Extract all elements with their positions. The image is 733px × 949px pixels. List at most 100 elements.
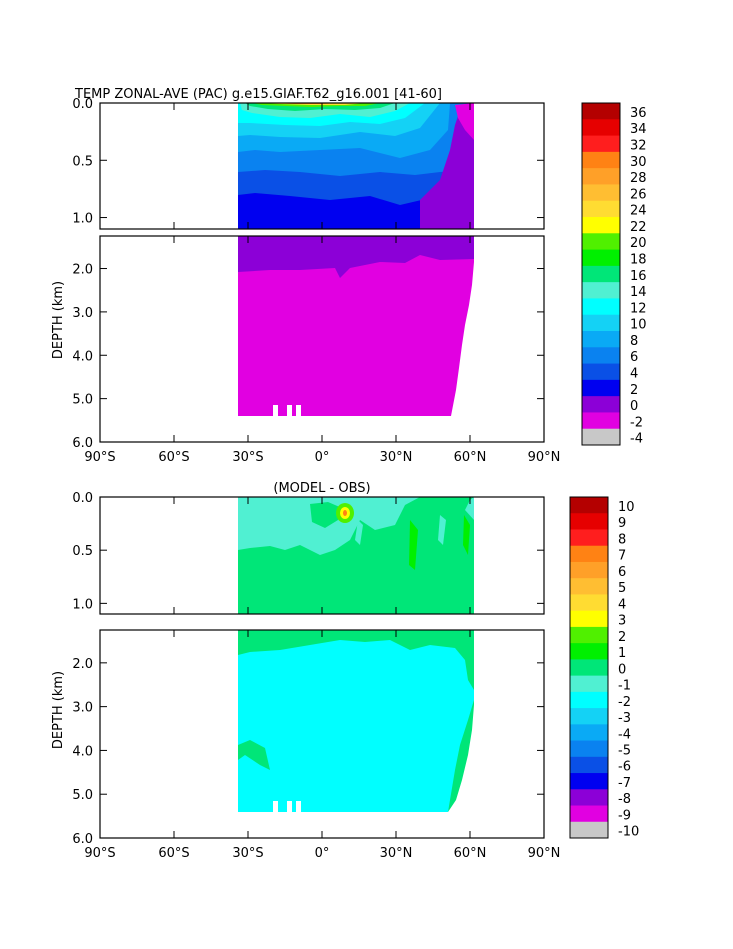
colorbar-swatch — [570, 545, 608, 563]
y-tick-label: 1.0 — [72, 212, 93, 227]
colorbar-swatch — [570, 724, 608, 742]
colorbar-label: 12 — [630, 301, 647, 316]
colorbar-label: 26 — [630, 187, 647, 202]
x-tick-label: 60°N — [454, 846, 487, 861]
colorbar-label: -2 — [618, 695, 631, 710]
colorbar-label: -1 — [618, 679, 631, 694]
colorbar-label: -6 — [618, 760, 631, 775]
colorbar-swatch — [570, 610, 608, 628]
colorbar-label: 30 — [630, 155, 647, 170]
x-tick-label: 0° — [315, 846, 330, 861]
y-tick-label: 3.0 — [72, 306, 93, 321]
y-tick-label: 4.0 — [72, 744, 93, 759]
colorbar-swatch — [582, 298, 620, 316]
colorbar-label: -9 — [618, 808, 631, 823]
colorbar-label: 36 — [630, 106, 647, 121]
y-tick-label: 3.0 — [72, 701, 93, 716]
colorbar-label: 8 — [630, 334, 638, 349]
colorbar-label: -7 — [618, 776, 631, 791]
y-tick-label: 0.0 — [72, 491, 93, 506]
colorbar-label: -3 — [618, 711, 631, 726]
colorbar-label: 7 — [618, 549, 626, 564]
colorbar-label: -4 — [618, 727, 631, 742]
colorbar-swatch — [570, 756, 608, 774]
x-tick-label: 90°S — [84, 846, 115, 861]
y-ticks-lower: 2.0 3.0 4.0 5.0 6.0 — [72, 263, 544, 451]
upper-temperature-field — [238, 103, 474, 229]
colorbar-label: 9 — [618, 516, 626, 531]
colorbar-label: 10 — [618, 500, 635, 515]
x-tick-label: 90°S — [84, 450, 115, 465]
colorbar-swatch — [582, 233, 620, 251]
colorbar-swatch — [570, 773, 608, 790]
colorbar-label: 28 — [630, 171, 647, 186]
colorbar-swatch — [570, 708, 608, 725]
colorbar-swatch — [582, 265, 620, 283]
colorbar-swatch — [582, 217, 620, 234]
x-tick-label: 0° — [315, 450, 330, 465]
colorbar-swatch — [570, 594, 608, 612]
colorbar-swatch — [570, 659, 608, 677]
colorbar-swatch — [582, 200, 620, 218]
colorbar-label: 2 — [630, 383, 638, 398]
x-tick-label: 60°S — [158, 450, 189, 465]
difference-panel: (MODEL - OBS) DEPTH (km) 0 — [51, 481, 639, 861]
y-axis-label: DEPTH (km) — [51, 281, 66, 359]
lower-temperature-field — [238, 236, 474, 416]
colorbar-swatch — [570, 497, 608, 514]
colorbar-swatch — [582, 347, 620, 365]
colorbar-label: -8 — [618, 792, 631, 807]
y-tick-label: 2.0 — [72, 263, 93, 278]
colorbar-label: 16 — [630, 269, 647, 284]
colorbar-label: -4 — [630, 432, 643, 447]
y-ticks-lower: 2.0 3.0 4.0 5.0 6.0 — [72, 657, 544, 847]
colorbar-label: 6 — [618, 565, 626, 580]
y-ticks-upper: 0.0 0.5 1.0 — [72, 491, 544, 612]
colorbar-label: 34 — [630, 122, 647, 137]
colorbar-swatch — [582, 135, 620, 153]
x-ticks: 90°S 60°S 30°S 0° 30°N 60°N 90°N — [84, 497, 560, 861]
colorbar-label: 0 — [630, 399, 638, 414]
colorbar-frame — [581, 102, 621, 446]
colorbar-label: 8 — [618, 532, 626, 547]
x-tick-label: 30°S — [232, 450, 263, 465]
colorbar-swatch — [582, 103, 620, 120]
colorbar-label: -10 — [618, 825, 639, 840]
colorbar-label: 6 — [630, 350, 638, 365]
colorbar-swatch — [570, 561, 608, 579]
colorbar-swatch — [582, 184, 620, 202]
y-tick-label: 0.0 — [72, 97, 93, 112]
x-tick-label: 60°S — [158, 846, 189, 861]
colorbar-swatch — [582, 379, 620, 397]
y-tick-label: 5.0 — [72, 788, 93, 803]
colorbar-label: -2 — [630, 415, 643, 430]
y-tick-label: 0.5 — [72, 544, 93, 559]
y-tick-label: 4.0 — [72, 349, 93, 364]
colorbar-label: 32 — [630, 139, 647, 154]
panel-title: (MODEL - OBS) — [273, 481, 370, 496]
x-ticks: 90°S 60°S 30°S 0° 30°N 60°N 90°N — [84, 103, 560, 465]
x-tick-label: 30°N — [380, 846, 413, 861]
colorbar-label: 2 — [618, 630, 626, 645]
colorbar-label: 1 — [618, 646, 626, 661]
y-tick-label: 6.0 — [72, 832, 93, 847]
colorbar-swatch — [582, 119, 620, 137]
upper-difference-field — [238, 497, 474, 614]
y-tick-label: 0.5 — [72, 154, 93, 169]
colorbar-label: 4 — [630, 367, 638, 382]
colorbar-swatch — [570, 691, 608, 709]
colorbar-swatch — [570, 626, 608, 644]
colorbar-label: 3 — [618, 614, 626, 629]
y-tick-label: 5.0 — [72, 393, 93, 408]
y-tick-label: 2.0 — [72, 657, 93, 672]
colorbar-label: 20 — [630, 236, 647, 251]
colorbar-label: 4 — [618, 597, 626, 612]
colorbar-label: -5 — [618, 744, 631, 759]
colorbar-swatch — [570, 805, 608, 823]
panel-title: TEMP ZONAL-AVE (PAC) g.e15.GIAF.T62_g16.… — [74, 87, 442, 102]
colorbar-swatch — [570, 675, 608, 693]
colorbar-label: 10 — [630, 318, 647, 333]
colorbar-swatch — [582, 428, 620, 446]
